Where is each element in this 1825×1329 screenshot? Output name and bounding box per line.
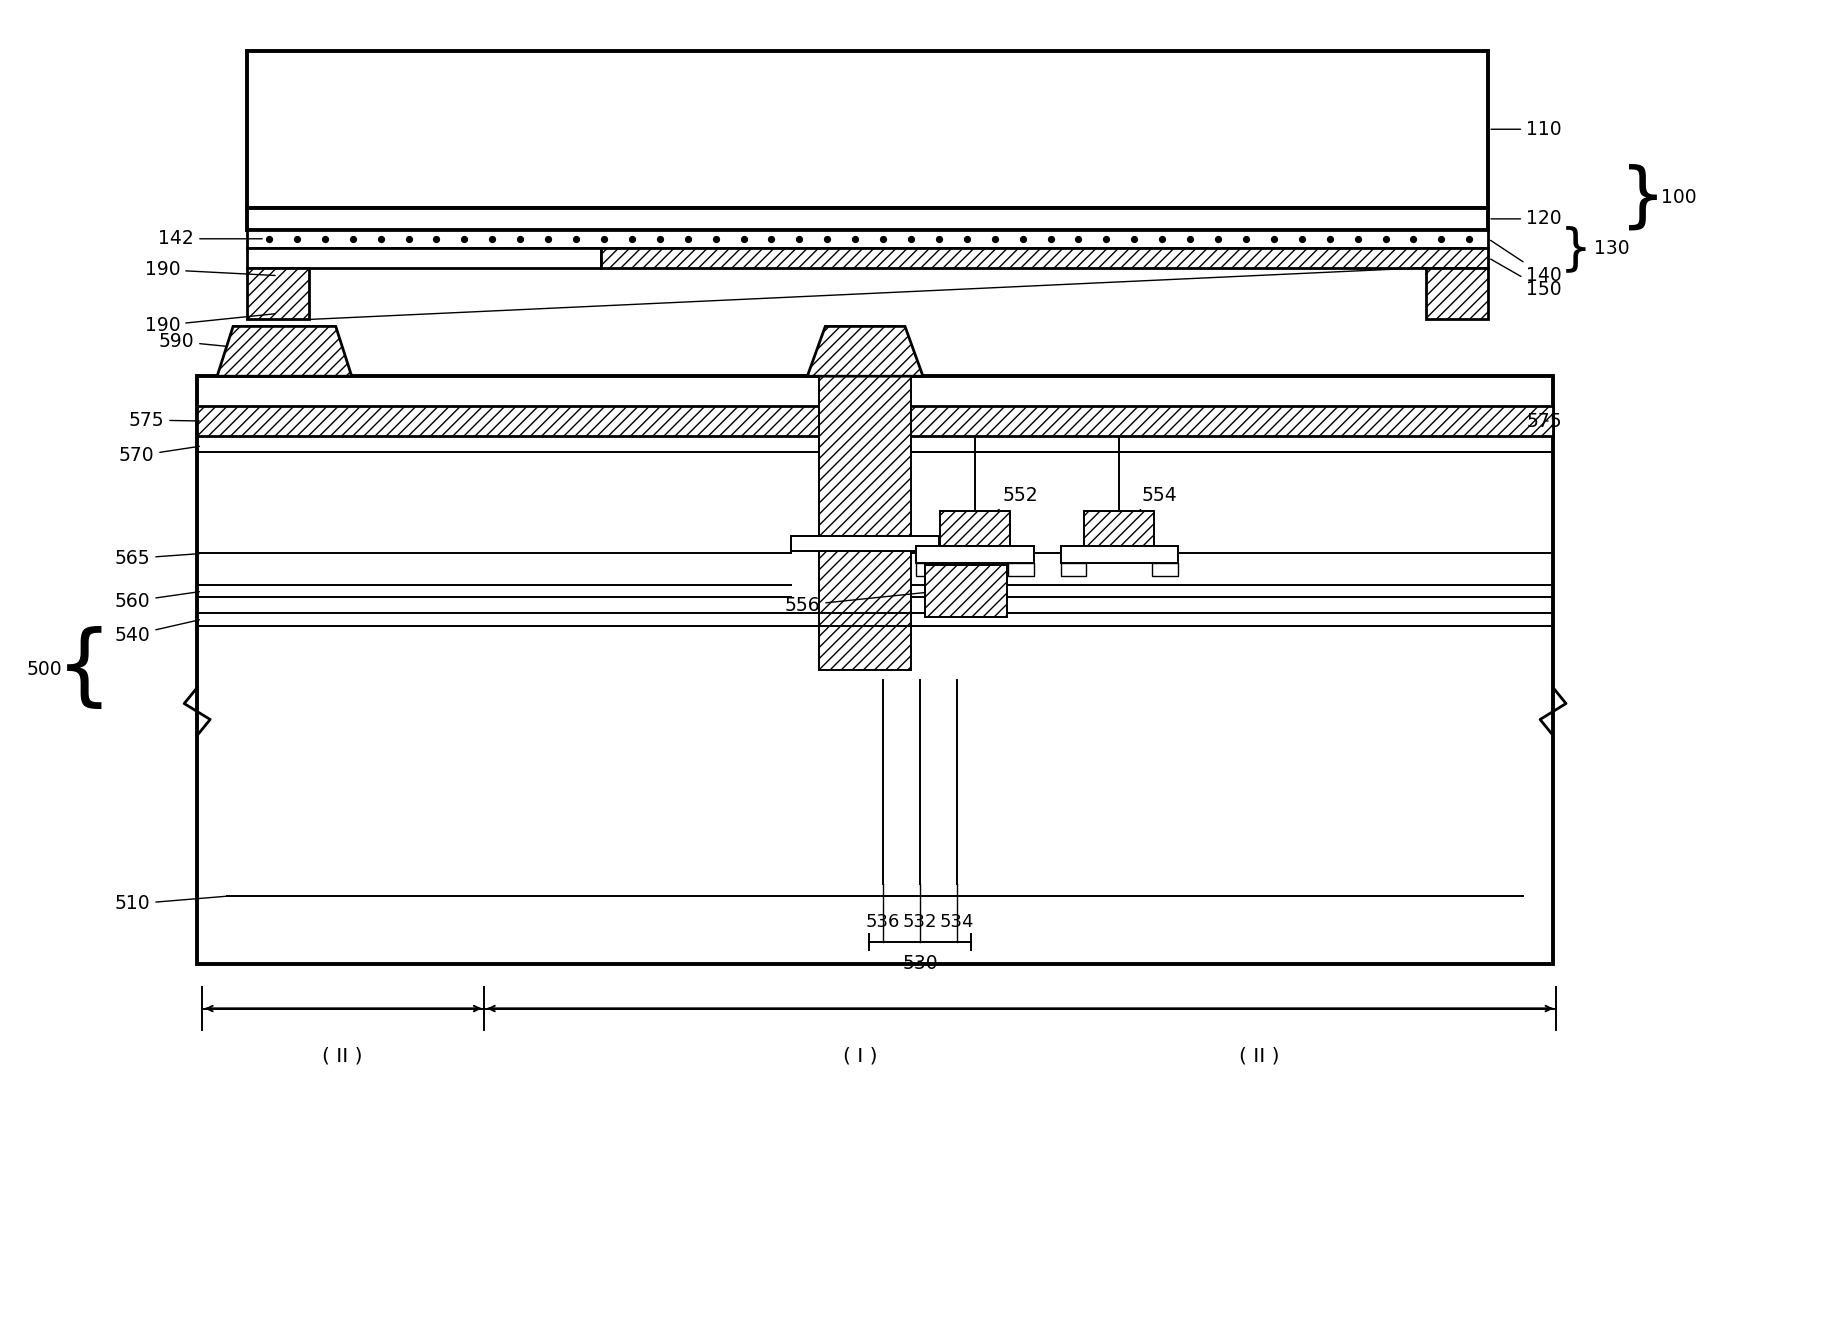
Text: 140: 140 xyxy=(1491,241,1562,286)
Text: 130: 130 xyxy=(1593,239,1630,258)
Text: 590: 590 xyxy=(159,332,245,351)
Bar xyxy=(246,51,1487,207)
Polygon shape xyxy=(217,327,352,376)
Text: 530: 530 xyxy=(902,954,938,973)
Bar xyxy=(1084,510,1153,546)
Bar xyxy=(197,376,1553,964)
Text: }: } xyxy=(1560,225,1591,272)
Text: 575: 575 xyxy=(128,411,199,429)
Text: 556: 556 xyxy=(785,591,934,615)
Text: }: } xyxy=(1621,163,1666,233)
Bar xyxy=(246,247,600,267)
Bar xyxy=(600,247,1487,267)
Bar xyxy=(1152,563,1179,577)
Text: 540: 540 xyxy=(115,619,199,645)
Text: 500: 500 xyxy=(27,661,62,679)
Bar xyxy=(916,563,942,577)
Bar xyxy=(246,267,308,319)
Text: 534: 534 xyxy=(940,913,975,930)
Text: 190: 190 xyxy=(144,314,276,335)
Polygon shape xyxy=(807,327,923,376)
Text: 575: 575 xyxy=(1526,412,1562,431)
Text: 150: 150 xyxy=(1491,259,1562,299)
Text: 110: 110 xyxy=(1491,120,1562,138)
Bar xyxy=(1060,563,1086,577)
Bar xyxy=(940,510,1009,546)
Bar xyxy=(246,230,1487,247)
Text: 142: 142 xyxy=(159,230,263,249)
Bar xyxy=(819,376,911,670)
Text: 100: 100 xyxy=(1661,189,1697,207)
Text: 510: 510 xyxy=(115,894,226,913)
Text: 552: 552 xyxy=(982,486,1038,521)
Text: 190: 190 xyxy=(144,260,276,279)
Bar xyxy=(1544,687,1549,738)
Bar xyxy=(792,536,938,552)
Bar xyxy=(1007,563,1033,577)
Text: ( II ): ( II ) xyxy=(323,1047,363,1066)
Bar xyxy=(916,546,1033,563)
Text: ( I ): ( I ) xyxy=(843,1047,878,1066)
Text: 560: 560 xyxy=(115,591,199,611)
Text: 565: 565 xyxy=(115,549,199,567)
Text: {: { xyxy=(57,626,113,714)
Bar xyxy=(1060,546,1179,563)
Bar xyxy=(1427,267,1487,319)
Bar xyxy=(197,407,1553,436)
Text: 536: 536 xyxy=(865,913,900,930)
Bar xyxy=(246,207,1487,230)
Text: 570: 570 xyxy=(119,447,199,465)
Bar xyxy=(925,565,1007,617)
Text: 120: 120 xyxy=(1491,210,1562,229)
Text: 554: 554 xyxy=(1126,486,1177,521)
Bar xyxy=(201,687,206,738)
Text: ( II ): ( II ) xyxy=(1239,1047,1279,1066)
Text: 532: 532 xyxy=(903,913,938,930)
